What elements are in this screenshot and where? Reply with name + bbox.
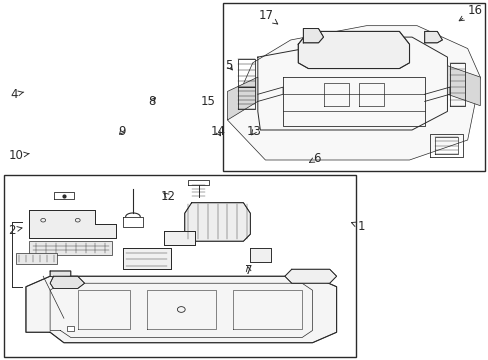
Text: 3: 3	[38, 224, 45, 237]
Polygon shape	[227, 26, 479, 160]
Text: 13: 13	[246, 125, 261, 138]
Text: 4: 4	[11, 88, 24, 101]
Text: 5: 5	[225, 59, 232, 72]
Text: 14: 14	[210, 125, 225, 138]
Polygon shape	[16, 253, 57, 264]
Polygon shape	[29, 210, 116, 238]
Bar	[67, 281, 74, 286]
Polygon shape	[424, 31, 442, 43]
Polygon shape	[50, 276, 84, 288]
Polygon shape	[298, 31, 408, 68]
Bar	[67, 326, 74, 331]
Bar	[222, 3, 484, 171]
Polygon shape	[227, 77, 257, 120]
Bar	[4, 175, 356, 357]
Polygon shape	[26, 276, 336, 343]
Polygon shape	[303, 28, 323, 43]
Text: 6: 6	[309, 152, 320, 165]
Text: 8: 8	[148, 95, 156, 108]
Polygon shape	[50, 271, 71, 278]
Text: 10: 10	[8, 149, 29, 162]
Text: 9: 9	[118, 125, 125, 138]
Text: 1: 1	[351, 220, 364, 233]
Polygon shape	[122, 248, 171, 269]
Polygon shape	[29, 241, 112, 255]
Text: 12: 12	[160, 190, 175, 203]
Polygon shape	[285, 269, 336, 283]
Text: 2: 2	[8, 224, 22, 237]
Text: 16: 16	[458, 4, 482, 21]
Polygon shape	[250, 248, 270, 262]
Polygon shape	[447, 66, 479, 106]
Text: 17: 17	[258, 9, 277, 24]
Polygon shape	[184, 203, 250, 241]
Text: 11: 11	[57, 222, 72, 235]
Polygon shape	[163, 231, 195, 245]
Text: 15: 15	[200, 95, 215, 108]
Text: 7: 7	[244, 264, 252, 276]
